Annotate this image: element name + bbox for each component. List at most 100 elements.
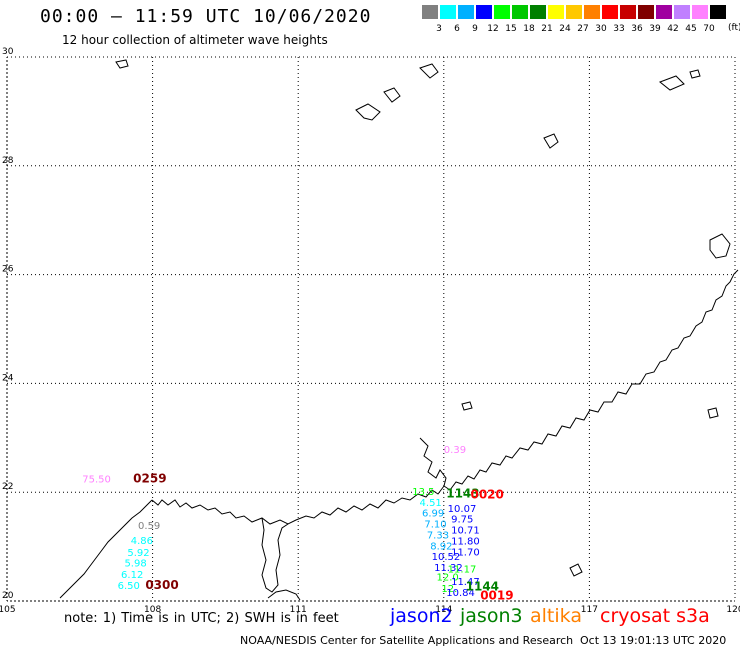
scale-swatch — [548, 5, 564, 19]
wave-height-value: 11.47 — [451, 577, 480, 588]
longitude-label: 105 — [0, 605, 16, 615]
wave-height-value: 9.75 — [451, 515, 473, 526]
island — [419, 63, 439, 79]
gulf-of-tonkin-coast — [59, 499, 153, 599]
island — [543, 133, 559, 149]
wave-height-observations: 75.50 0259 0.59 4.865.925.986.126.50 0300 0.3… — [82, 445, 513, 602]
wave-height-value: 12.0 — [437, 572, 459, 583]
map-frame — [6, 56, 736, 602]
scale-swatch — [512, 5, 528, 19]
wave-height-value: 10.52 — [432, 552, 461, 563]
credit-line: NOAA/NESDIS Center for Satellite Applica… — [240, 634, 574, 647]
scale-swatch — [458, 5, 474, 19]
wave-height-value: 0.39 — [444, 445, 466, 456]
pass-time-label: 0019 — [480, 588, 513, 602]
scale-label: 12 — [487, 24, 499, 34]
wave-height-value: 4.86 — [131, 536, 153, 547]
wave-height-value: 7.33 — [427, 530, 449, 541]
taiwan-island — [355, 103, 381, 121]
mainland-coastline — [151, 269, 739, 525]
map-title: 00:00 – 11:59 UTC 10/06/2020 — [40, 6, 372, 27]
scale-label: 33 — [613, 24, 625, 34]
pass-time-label: 1144 — [466, 580, 499, 594]
scale-label: 18 — [523, 24, 535, 34]
scale-label: 9 — [472, 24, 478, 34]
scale-swatch — [710, 5, 726, 19]
longitude-label: 111 — [290, 605, 307, 615]
scale-label: 24 — [559, 24, 571, 34]
wave-height-value: 12. — [441, 584, 457, 595]
island — [569, 563, 583, 577]
wave-height-value: 11.32 — [434, 563, 463, 574]
scale-swatch — [422, 5, 438, 19]
pearl-river-delta — [419, 437, 447, 487]
legend-jason2: jason2 — [390, 605, 453, 627]
island — [707, 407, 719, 419]
scale-swatch — [656, 5, 672, 19]
scale-label: 30 — [595, 24, 607, 34]
map-subtitle: 12 hour collection of altimeter wave hei… — [62, 33, 328, 47]
hainan-north-coast — [267, 589, 301, 601]
scale-label: 39 — [649, 24, 661, 34]
longitude-label: 108 — [144, 605, 161, 615]
scale-swatch — [476, 5, 492, 19]
scale-label: 42 — [667, 24, 679, 34]
latitude-label: 26 — [2, 265, 14, 275]
generated-timestamp: Oct 13 19:01:13 UTC 2020 — [580, 634, 727, 647]
wave-height-value: 75.50 — [82, 474, 111, 485]
latitude-label: 28 — [2, 156, 14, 166]
scale-label: 3 — [436, 24, 442, 34]
wave-height-value: 13.5 — [412, 487, 434, 498]
scale-swatch — [494, 5, 510, 19]
island — [461, 401, 473, 411]
wave-height-value: 6.99 — [422, 509, 444, 520]
wave-height-value: 0.59 — [138, 521, 160, 532]
pass-time-label: 0020 — [470, 488, 503, 502]
latitude-label: 24 — [2, 373, 14, 383]
lat-lon-grid: 30 28 26 24 22 20 105 108 111 114 117 120 — [0, 47, 740, 615]
wave-height-value: 11.80 — [451, 536, 480, 547]
scale-swatch — [602, 5, 618, 19]
wave-height-value: 6.12 — [121, 570, 143, 581]
scale-label: 6 — [454, 24, 460, 34]
wave-height-value: 7.10 — [424, 520, 446, 531]
latitude-label: 22 — [2, 482, 13, 492]
longitude-label: 117 — [581, 605, 598, 615]
scale-unit-label: (ft) — [728, 23, 740, 33]
wave-height-value: 11.70 — [451, 547, 480, 558]
scale-label: 21 — [541, 24, 553, 34]
scale-swatch — [620, 5, 636, 19]
wave-height-value: 6.50 — [118, 581, 140, 592]
island — [689, 69, 701, 79]
footnote: note: 1) Time is in UTC; 2) SWH is in fe… — [64, 611, 339, 626]
pass-time-label: 0259 — [133, 471, 166, 485]
scale-swatch — [674, 5, 690, 19]
islands — [115, 59, 731, 577]
wave-height-value: 5.92 — [127, 548, 149, 559]
wave-height-value: 5.98 — [124, 559, 146, 570]
wave-height-value: 10.07 — [448, 504, 477, 515]
scale-label: 45 — [685, 24, 697, 34]
scale-label: 36 — [631, 24, 643, 34]
longitude-label: 120 — [726, 605, 740, 615]
latitude-label: 30 — [2, 47, 14, 57]
wave-height-value: 4.51 — [420, 498, 442, 509]
leizhou-peninsula — [261, 517, 289, 593]
scale-swatch — [584, 5, 600, 19]
wave-height-value: 11.17 — [448, 565, 477, 576]
scale-label: 70 — [703, 24, 715, 34]
scale-swatch — [566, 5, 582, 19]
wave-height-value: 10.71 — [451, 526, 480, 537]
island — [659, 75, 685, 91]
scale-label: 27 — [577, 24, 589, 34]
wave-height-value: 10.84 — [446, 588, 475, 599]
scale-swatch — [638, 5, 654, 19]
latitude-label: 20 — [2, 591, 14, 601]
scale-swatch — [530, 5, 546, 19]
island — [383, 87, 401, 103]
scale-swatch — [692, 5, 708, 19]
longitude-label: 114 — [435, 605, 452, 615]
coastline — [59, 269, 739, 601]
island — [115, 59, 129, 69]
